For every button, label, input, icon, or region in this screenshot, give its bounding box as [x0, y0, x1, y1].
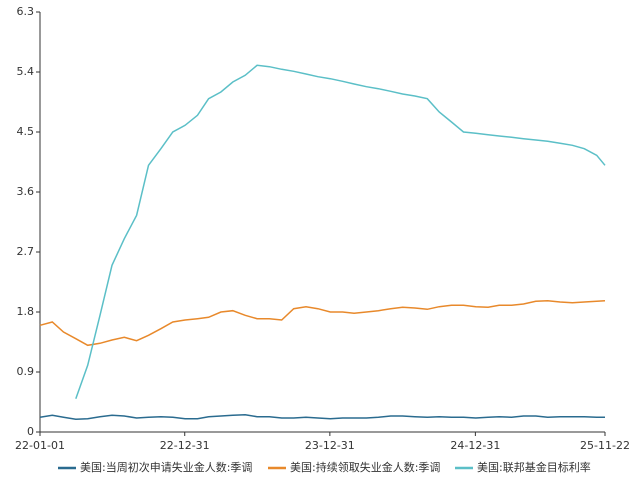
- y-tick-label: 1.8: [17, 305, 35, 318]
- y-tick-label: 6.3: [17, 5, 35, 18]
- y-tick-label: 2.7: [17, 245, 35, 258]
- legend: 美国:当周初次申请失业金人数:季调 美国:持续领取失业金人数:季调 美国:联邦基金目…: [58, 460, 591, 474]
- y-tick-label: 0.9: [17, 365, 35, 378]
- legend-label: 美国:持续领取失业金人数:季调: [290, 460, 440, 474]
- legend-label: 美国:联邦基金目标利率: [477, 460, 591, 474]
- legend-label: 美国:当周初次申请失业金人数:季调: [80, 460, 252, 474]
- y-tick-label: 4.5: [17, 125, 35, 138]
- series-line: [39, 299, 606, 347]
- x-tick-label: 23-12-31: [305, 439, 355, 452]
- series-line: [39, 413, 605, 421]
- x-tick-label: 25-11-22: [580, 439, 630, 452]
- series-line: [75, 64, 606, 399]
- y-tick-label: 5.4: [17, 65, 35, 78]
- y-tick-label: 0: [27, 425, 34, 438]
- x-tick-label: 22-01-01: [15, 439, 65, 452]
- x-tick-label: 22-12-31: [160, 439, 210, 452]
- x-tick-label: 24-12-31: [450, 439, 500, 452]
- y-tick-label: 3.6: [17, 185, 35, 198]
